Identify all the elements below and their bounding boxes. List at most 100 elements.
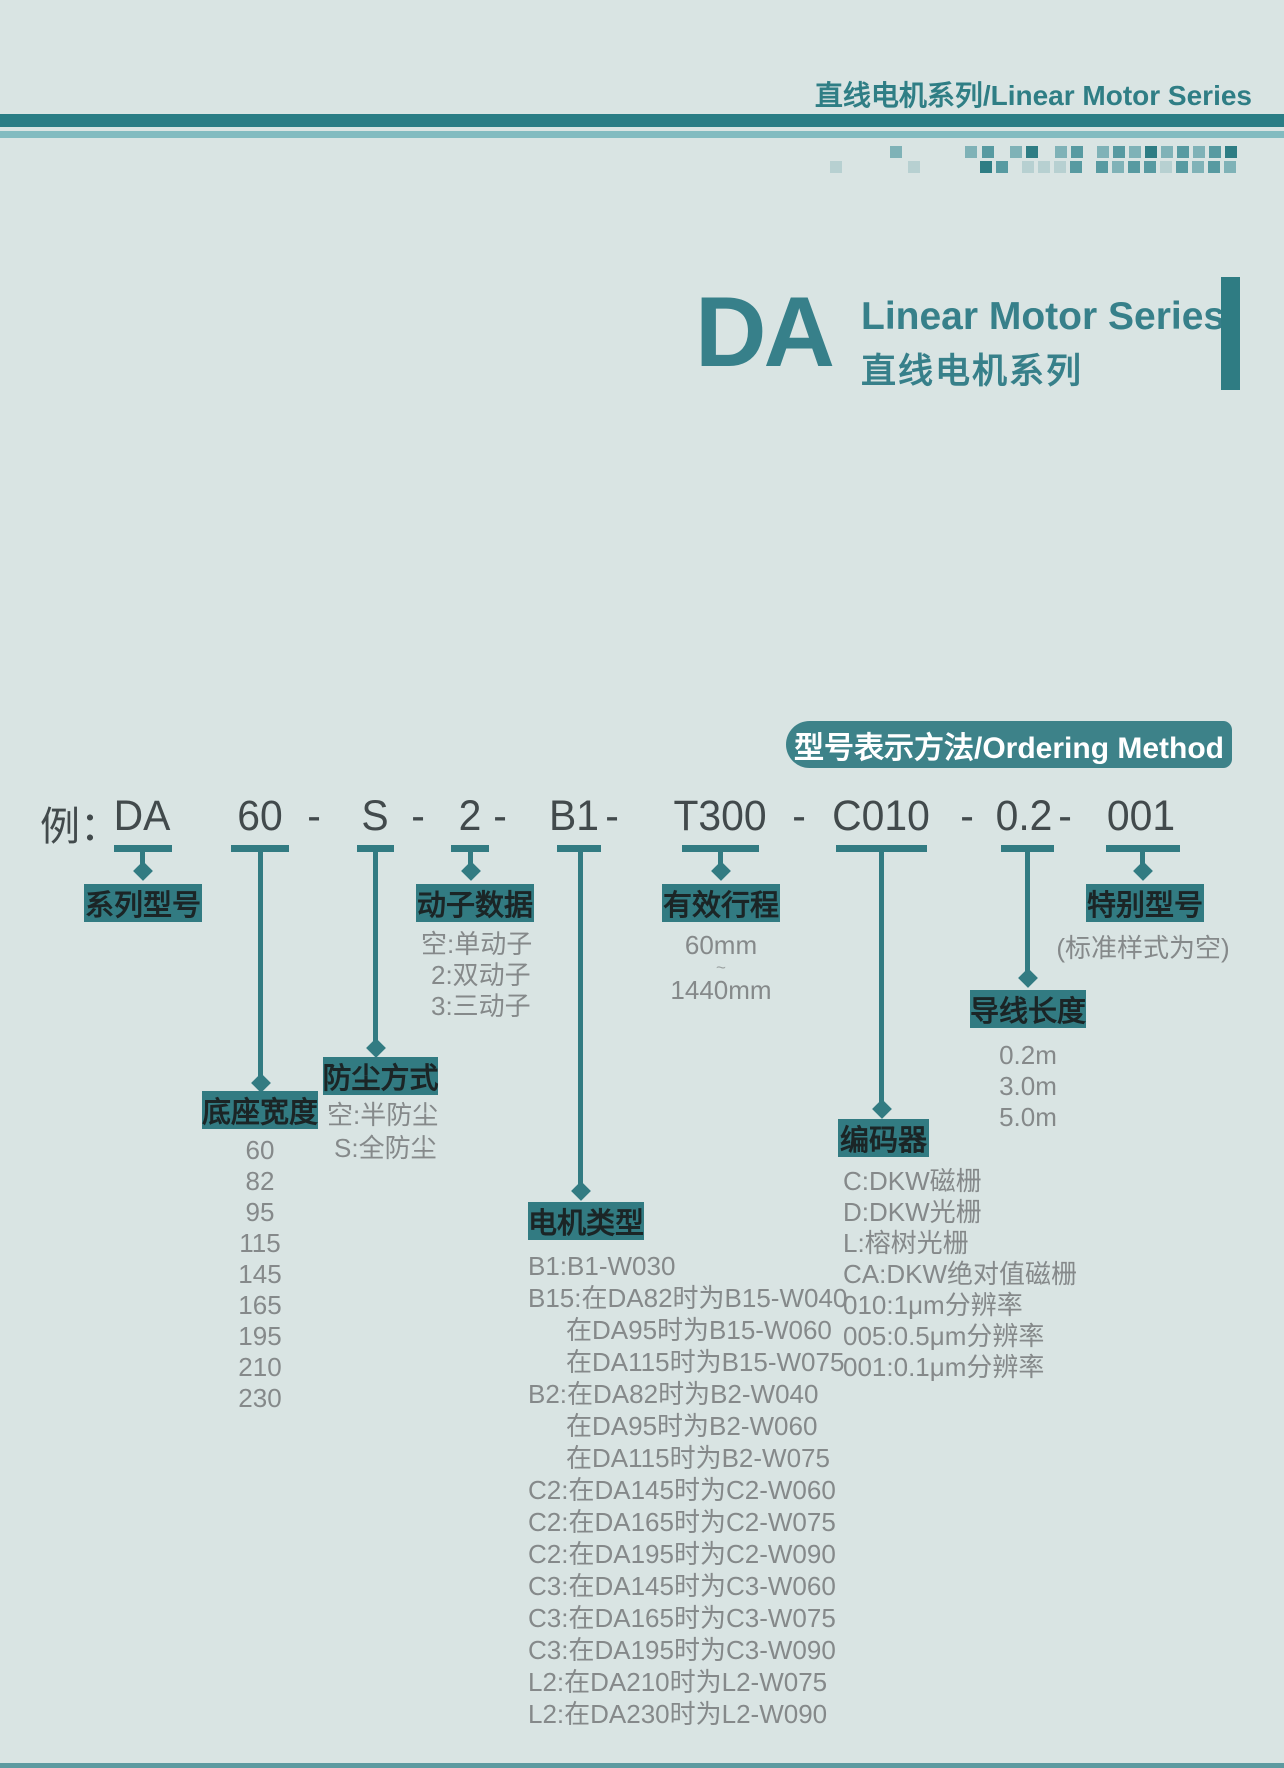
connector-bar (357, 845, 394, 852)
decor-square (1144, 161, 1156, 173)
model-segment-mover: 2 (458, 792, 482, 840)
list-item: 010:1μm分辨率 (843, 1290, 1023, 1320)
decor-square (1113, 146, 1125, 158)
group-label-motor-type: 电机类型 (528, 1202, 644, 1240)
list-item: 1440mm (670, 975, 772, 1005)
series-code: DA (695, 276, 835, 387)
list-item: D:DKW光栅 (843, 1197, 982, 1227)
list-item: C2:在DA145时为C2-W060 (528, 1475, 836, 1505)
list-item: 145 (238, 1259, 282, 1289)
model-segment-lead: 0.2 (995, 792, 1053, 840)
connector-bar (682, 845, 759, 852)
list-item: B15:在DA82时为B15-W040 (528, 1283, 848, 1313)
decor-square (1097, 146, 1109, 158)
connector-bar (557, 845, 601, 852)
motor-type-list: B1:B1-W030 B15:在DA82时为B15-W040 在DA95时为B15-… (528, 1250, 847, 1730)
connector-line (1140, 852, 1145, 867)
list-item: 在DA115时为B15-W075 (566, 1347, 845, 1377)
connector-diamond (872, 1099, 892, 1119)
model-dash: - (411, 792, 425, 840)
list-item: C2:在DA165时为C2-W075 (528, 1507, 836, 1537)
connector-line (578, 852, 583, 1185)
bottom-rule (0, 1763, 1284, 1768)
decor-square (1022, 161, 1034, 173)
decor-square (1096, 161, 1108, 173)
list-item: 230 (238, 1383, 282, 1413)
series-title-en: Linear Motor Series (861, 295, 1226, 338)
connector-line (258, 852, 263, 1076)
encoder-list: C:DKW磁栅 D:DKW光栅 L:榕树光栅 CA:DKW绝对值磁栅 010:1μm分辨… (843, 1166, 1077, 1383)
decor-square (1208, 161, 1220, 173)
header-rule-light (0, 131, 1284, 138)
model-dash: - (493, 792, 507, 840)
list-item: L2:在DA210时为L2-W075 (528, 1667, 828, 1697)
connector-bar (1001, 845, 1054, 852)
list-item: 001:0.1μm分辨率 (843, 1352, 1045, 1382)
list-item: C2:在DA195时为C2-W090 (528, 1539, 836, 1569)
group-label-series: 系列型号 (84, 884, 202, 922)
special-note: (标准样式为空) (1056, 933, 1230, 963)
group-label-base-width: 底座宽度 (202, 1091, 318, 1129)
list-item: CA:DKW绝对值磁栅 (843, 1259, 1078, 1289)
connector-diamond (133, 861, 153, 881)
decor-square (1129, 146, 1141, 158)
list-item: 2:双动子 (431, 960, 531, 990)
decor-square (1161, 146, 1173, 158)
decor-square (1070, 161, 1082, 173)
decor-square (830, 161, 842, 173)
list-item: 空:半防尘 (327, 1100, 439, 1130)
dust-list: 空:半防尘 S:全防尘 (327, 1099, 438, 1165)
example-prefix: 例： (40, 805, 120, 849)
list-item: 60mm (684, 930, 758, 960)
list-item: 005:0.5μm分辨率 (843, 1321, 1045, 1351)
list-item: C:DKW磁栅 (843, 1166, 982, 1196)
connector-line (373, 852, 378, 1042)
decor-square (1160, 161, 1172, 173)
list-item: 3:三动子 (431, 991, 531, 1021)
decor-square (1026, 146, 1038, 158)
decor-square (1038, 161, 1050, 173)
connector-diamond (711, 861, 731, 881)
list-item: 82 (245, 1166, 275, 1196)
decor-square (1192, 161, 1204, 173)
decor-square (1209, 146, 1221, 158)
decor-square (1145, 146, 1157, 158)
model-dash: - (307, 792, 321, 840)
connector-line (1025, 852, 1030, 972)
list-item: 在DA95时为B15-W060 (566, 1315, 832, 1345)
series-title-cn: 直线电机系列 (861, 352, 1084, 391)
decor-square (1177, 146, 1189, 158)
list-item: C3:在DA165时为C3-W075 (528, 1603, 836, 1633)
list-item: 5.0m (999, 1102, 1057, 1132)
connector-diamond (1133, 861, 1153, 881)
decor-square (908, 161, 920, 173)
model-segment-dust: S (361, 792, 389, 840)
decor-square (980, 161, 992, 173)
list-item: 60 (245, 1135, 275, 1165)
list-item: 165 (238, 1290, 282, 1320)
connector-bar (451, 845, 489, 852)
connector-line (879, 852, 884, 1103)
connector-diamond (571, 1181, 591, 1201)
list-item: B1:B1-W030 (528, 1251, 676, 1281)
list-item: L:榕树光栅 (843, 1228, 969, 1258)
model-segment-width: 60 (237, 792, 283, 840)
list-item: 在DA115时为B2-W075 (566, 1443, 830, 1473)
list-item: C3:在DA145时为C3-W060 (528, 1571, 836, 1601)
decor-square (1193, 146, 1205, 158)
base-width-list: 60 82 95 115 145 165 195 210 230 (202, 1135, 318, 1414)
decor-square (1054, 161, 1066, 173)
group-label-stroke: 有效行程 (662, 884, 780, 922)
mover-list: 空:单动子 2:双动子 3:三动子 (421, 929, 532, 1022)
model-segment-stroke: T300 (673, 792, 767, 840)
connector-bar (231, 845, 289, 852)
connector-bar (836, 845, 927, 852)
group-label-encoder: 编码器 (838, 1119, 929, 1157)
header-rule-dark (0, 114, 1284, 127)
ordering-method-banner: 型号表示方法/Ordering Method (786, 721, 1232, 768)
connector-line (140, 852, 145, 867)
list-item: ~ (716, 958, 726, 977)
list-item: S:全防尘 (334, 1133, 437, 1163)
list-item: 115 (239, 1228, 281, 1258)
decor-square (890, 146, 902, 158)
